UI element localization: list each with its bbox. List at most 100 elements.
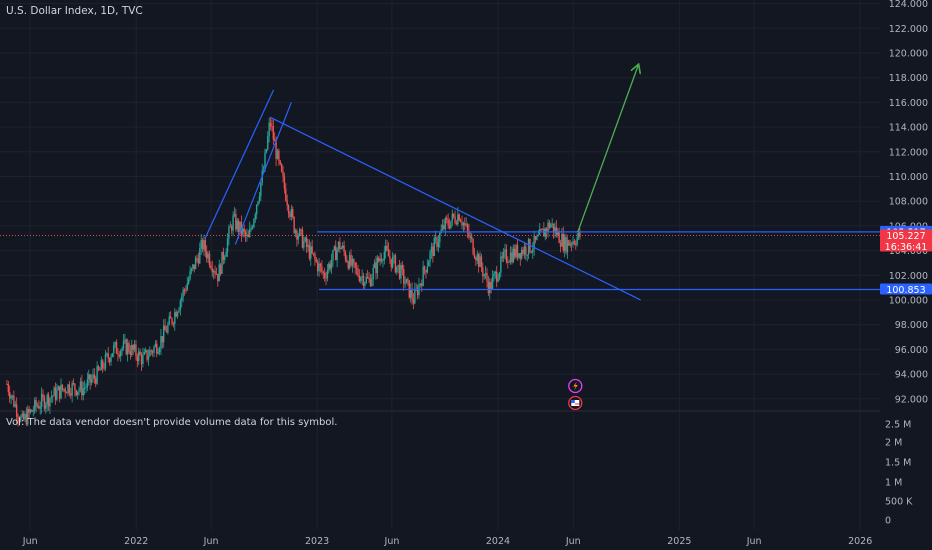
candle-body <box>494 271 497 274</box>
candle-body <box>97 366 100 370</box>
candle-body <box>182 289 184 297</box>
candle-body <box>96 366 98 384</box>
candle-body <box>389 256 391 259</box>
price-tick-label: 112.000 <box>889 147 928 158</box>
candle-body <box>255 204 258 215</box>
candle-body <box>211 268 213 273</box>
candle-body <box>341 245 344 248</box>
descending-trendline[interactable] <box>269 116 641 301</box>
candle-body <box>335 246 337 261</box>
candle-body <box>426 266 429 273</box>
candle-body <box>249 228 251 238</box>
price-tick-label: 114.000 <box>889 123 928 134</box>
price-tick-label: 94.000 <box>895 370 928 381</box>
candle-body <box>457 214 459 225</box>
price-tick-label: 124.000 <box>889 0 928 10</box>
candle-body <box>58 386 61 399</box>
candle-body <box>219 264 222 274</box>
drawing-layer[interactable] <box>204 65 880 301</box>
candle-body <box>366 276 369 279</box>
candle-body <box>132 345 134 350</box>
price-tick-label: 96.000 <box>895 345 928 356</box>
candle-body <box>562 234 564 251</box>
candle-body <box>523 246 526 254</box>
candle-body <box>325 277 327 279</box>
symbol-legend-title[interactable]: U.S. Dollar Index, 1D, TVC <box>6 5 143 17</box>
candle-body <box>412 299 415 304</box>
candle-body <box>154 343 157 347</box>
candle-body <box>9 391 11 399</box>
candle-body <box>7 384 10 392</box>
candle-body <box>13 395 15 407</box>
candle-body <box>391 256 394 268</box>
event-flag-icon[interactable] <box>568 395 583 411</box>
candle-body <box>487 281 490 294</box>
candle-body <box>548 222 551 228</box>
candle-body <box>43 397 46 409</box>
candle-body <box>99 369 101 371</box>
candle-body <box>199 248 201 264</box>
time-tick-label: 2022 <box>124 536 148 547</box>
candle-body <box>520 249 523 259</box>
candle-body <box>269 122 272 126</box>
candle-body <box>278 150 280 161</box>
candle-body <box>476 254 478 261</box>
candle-body <box>275 141 277 159</box>
candle-body <box>196 258 198 260</box>
candle-body <box>508 261 510 263</box>
candle-body <box>294 230 297 233</box>
candle-body <box>387 249 390 257</box>
candle-body <box>321 266 323 272</box>
grid-lines <box>0 0 880 530</box>
event-lightning-icon[interactable] <box>568 378 583 394</box>
candle-body <box>6 383 8 385</box>
candle-body <box>146 349 148 360</box>
candle-body <box>100 360 102 370</box>
channel-line[interactable] <box>234 102 292 245</box>
price-tick-label: 108.000 <box>889 197 928 208</box>
candle-body <box>101 360 104 368</box>
candle-body <box>39 407 41 409</box>
candle-body <box>422 266 424 286</box>
price-axis[interactable]: 124.000 122.000 120.000 118.000 116.000 114.0… <box>889 0 928 405</box>
event-markers[interactable] <box>568 378 583 411</box>
candle-body <box>404 283 406 285</box>
candle-body <box>53 387 55 396</box>
price-tick-label: 98.000 <box>895 320 928 331</box>
candle-body <box>20 416 22 422</box>
candle-body <box>179 300 182 310</box>
candle-body <box>350 254 352 266</box>
time-axis[interactable]: Jun 2022 Jun 2023 Jun 2024 Jun 2025 Jun 2026 <box>22 536 872 547</box>
candle-body <box>139 351 141 355</box>
projection-arrow[interactable] <box>577 65 638 233</box>
candle-body <box>254 214 256 220</box>
candle-body <box>362 275 365 286</box>
candle-body <box>407 278 409 281</box>
candle-body <box>368 278 370 280</box>
candle-body <box>32 410 34 412</box>
candle-body <box>434 237 437 239</box>
candle-body <box>282 171 284 177</box>
candle-body <box>157 352 159 354</box>
candle-body <box>10 396 12 399</box>
candle-body <box>75 390 78 396</box>
candle-body <box>172 323 175 325</box>
channel-line[interactable] <box>204 89 275 239</box>
candle-body <box>495 271 498 282</box>
volume-tick-label: 1 M <box>885 478 902 489</box>
last-price-tag-label: 105.227 <box>886 231 925 242</box>
candle-body <box>429 251 431 262</box>
candle-body <box>343 245 345 252</box>
candle-body <box>303 241 305 248</box>
candle-body <box>290 209 293 217</box>
candle-body <box>115 342 118 354</box>
candle-body <box>42 394 44 398</box>
candle-body <box>502 252 505 258</box>
candle-body <box>336 249 338 261</box>
candle-body <box>462 223 465 226</box>
candle-body <box>314 254 316 260</box>
candle-body <box>262 170 265 172</box>
candle-body <box>384 245 387 252</box>
candle-body <box>375 262 377 274</box>
